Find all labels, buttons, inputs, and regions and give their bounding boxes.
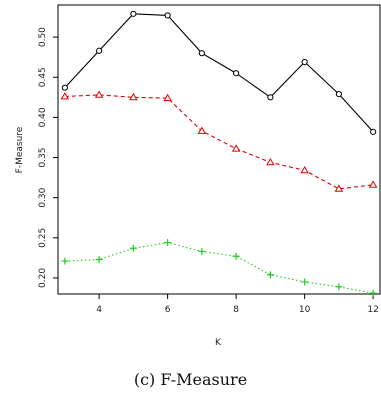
series-line — [64, 13, 374, 133]
data-point — [368, 180, 378, 188]
data-point — [233, 70, 240, 77]
data-point — [61, 84, 68, 91]
data-point — [231, 144, 241, 152]
y-tick-label: 0.45 — [38, 67, 48, 87]
data-point — [61, 257, 69, 265]
data-point — [60, 92, 70, 100]
f-measure-chart: 0.20 0.25 0.30 0.35 0.40 0.45 0.50 4 6 8 10 12 K F… — [15, 4, 381, 348]
x-tick-label: 4 — [96, 305, 102, 315]
series-layer — [60, 10, 378, 297]
y-axis: 0.20 0.25 0.30 0.35 0.40 0.45 0.50 — [38, 27, 58, 288]
data-point — [301, 58, 308, 66]
figure-caption: (c) F-Measure — [133, 370, 248, 389]
data-point — [300, 165, 309, 174]
y-tick-label: 0.20 — [38, 268, 48, 288]
data-point — [198, 247, 206, 255]
data-point — [335, 91, 342, 98]
data-point — [164, 12, 171, 19]
y-tick-label: 0.25 — [38, 228, 48, 248]
data-point — [129, 92, 138, 101]
data-point — [94, 90, 104, 98]
data-point — [301, 278, 309, 286]
y-tick-label: 0.50 — [38, 27, 48, 47]
data-point — [369, 289, 377, 297]
series-2 — [60, 90, 378, 192]
data-point — [267, 94, 274, 101]
data-point — [335, 283, 343, 291]
data-point — [198, 50, 205, 57]
data-point — [129, 244, 137, 252]
series-line — [64, 94, 374, 190]
data-point — [266, 157, 275, 166]
plot-frame — [57, 4, 381, 295]
data-point — [163, 93, 172, 102]
y-tick-label: 0.30 — [38, 187, 48, 207]
x-tick-label: 10 — [299, 305, 311, 315]
x-axis: 4 6 8 10 12 — [96, 294, 379, 315]
data-point — [370, 128, 377, 135]
data-point — [197, 126, 207, 134]
series-3 — [61, 239, 377, 297]
data-point — [266, 271, 274, 279]
data-point — [95, 255, 103, 263]
data-point — [96, 47, 103, 54]
data-point — [232, 252, 240, 260]
y-tick-label: 0.40 — [38, 107, 48, 127]
x-axis-label: K — [215, 338, 222, 348]
x-tick-label: 8 — [233, 305, 239, 315]
data-point — [164, 239, 172, 247]
series-1 — [61, 10, 377, 135]
x-tick-label: 12 — [367, 305, 378, 315]
data-point — [130, 10, 137, 17]
data-point — [334, 184, 344, 192]
x-tick-label: 6 — [165, 305, 171, 315]
y-axis-label: F-Measure — [15, 126, 25, 173]
y-tick-label: 0.35 — [38, 148, 48, 168]
series-line — [64, 242, 374, 294]
